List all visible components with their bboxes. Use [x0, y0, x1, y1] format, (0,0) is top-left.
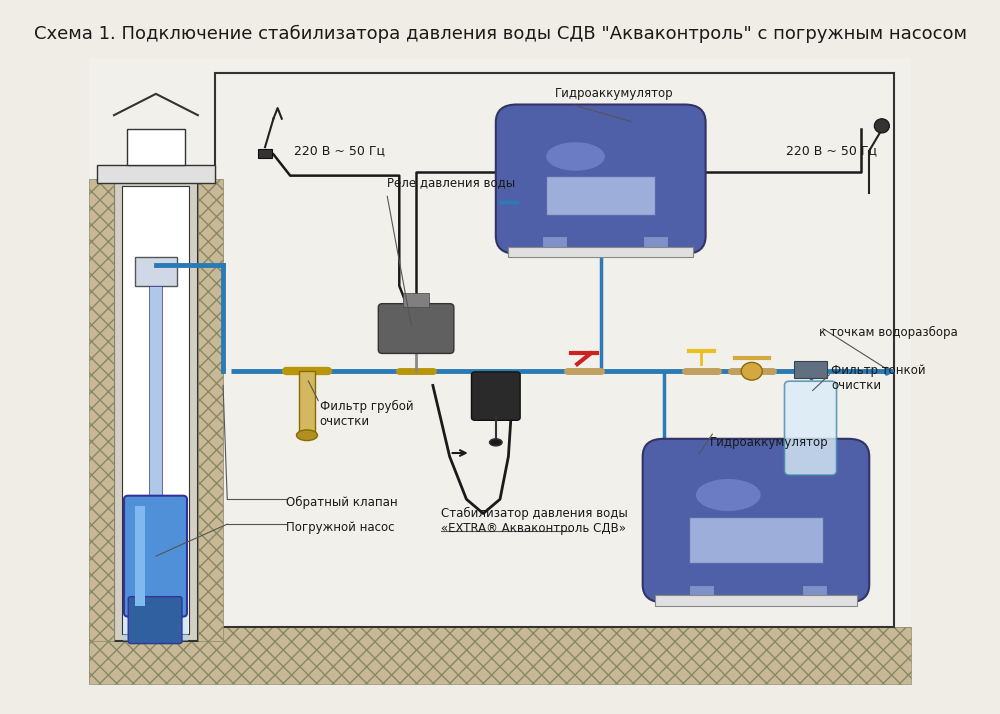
FancyBboxPatch shape: [496, 104, 706, 254]
Ellipse shape: [741, 362, 762, 380]
Bar: [542, 236, 567, 251]
FancyBboxPatch shape: [128, 597, 182, 643]
Bar: [89, 179, 114, 641]
Ellipse shape: [296, 430, 317, 441]
Bar: [546, 176, 655, 215]
FancyBboxPatch shape: [471, 372, 520, 421]
Text: Реле давления воды: Реле давления воды: [387, 176, 515, 189]
Ellipse shape: [546, 142, 605, 171]
Bar: [135, 258, 177, 286]
Bar: [122, 186, 189, 634]
Text: 220 В ~ 50 Гц: 220 В ~ 50 Гц: [294, 144, 385, 157]
FancyBboxPatch shape: [643, 439, 869, 603]
Bar: [149, 286, 162, 556]
FancyBboxPatch shape: [124, 496, 187, 617]
FancyBboxPatch shape: [784, 381, 837, 475]
Text: Гидроаккумулятор: Гидроаккумулятор: [555, 87, 673, 101]
Bar: [198, 179, 223, 641]
Bar: [643, 236, 668, 251]
Text: Стабилизатор давления воды
«EXTRA® Акваконтроль СДВ»: Стабилизатор давления воды «EXTRA® Аквак…: [441, 506, 628, 535]
Bar: [258, 149, 272, 158]
Bar: [403, 293, 429, 307]
Text: к точкам водоразбора: к точкам водоразбора: [819, 326, 958, 338]
Text: Обратный клапан: Обратный клапан: [286, 496, 398, 509]
Ellipse shape: [696, 479, 761, 511]
Bar: [794, 361, 827, 378]
Bar: [89, 628, 911, 684]
Bar: [89, 628, 911, 684]
FancyBboxPatch shape: [378, 303, 454, 353]
Bar: [123, 578, 188, 641]
Ellipse shape: [490, 439, 502, 446]
Bar: [655, 595, 857, 606]
Text: 220 В ~ 50 Гц: 220 В ~ 50 Гц: [786, 144, 877, 157]
Bar: [299, 371, 315, 436]
Text: Гидроаккумулятор: Гидроаккумулятор: [710, 436, 828, 449]
Text: Фильтр тонкой
очистки: Фильтр тонкой очистки: [831, 364, 926, 392]
Bar: [97, 165, 215, 183]
Bar: [127, 129, 185, 165]
Ellipse shape: [874, 119, 889, 133]
Text: Фильтр грубой
очистки: Фильтр грубой очистки: [320, 400, 413, 428]
Bar: [114, 179, 198, 641]
Text: Схема 1. Подключение стабилизатора давления воды СДВ "Акваконтроль" с погружным : Схема 1. Подключение стабилизатора давле…: [34, 24, 966, 43]
Bar: [689, 585, 714, 599]
Bar: [215, 73, 894, 628]
Bar: [689, 517, 823, 563]
Text: Погружной насос: Погружной насос: [286, 521, 394, 534]
Bar: [802, 585, 827, 599]
Bar: [508, 247, 693, 258]
Bar: [89, 59, 911, 684]
Bar: [135, 506, 145, 606]
